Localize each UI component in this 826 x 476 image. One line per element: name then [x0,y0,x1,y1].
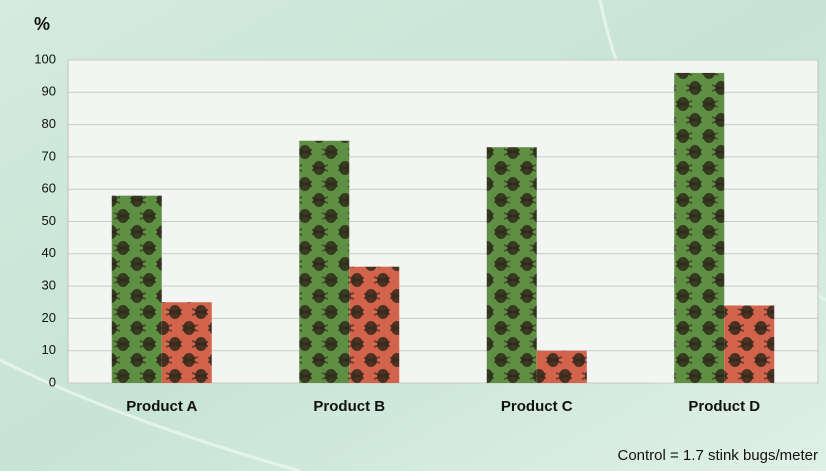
y-tick-label: 30 [42,278,56,293]
y-tick-label: 70 [42,148,56,163]
y-tick-label: 0 [49,374,56,389]
x-tick-label: Product A [126,398,197,415]
bar [299,141,349,383]
bar [162,302,212,383]
y-tick-label: 20 [42,310,56,325]
bar [674,73,724,383]
y-tick-label: 60 [42,181,56,196]
bar [537,351,587,383]
y-tick-label: 80 [42,116,56,131]
bar [724,305,774,383]
bar [112,196,162,383]
y-tick-label: 100 [34,51,56,66]
bar [487,147,537,383]
x-tick-label: Product B [313,398,385,415]
y-tick-label: 40 [42,245,56,260]
y-axis-label: % [34,14,50,34]
footnote: Control = 1.7 stink bugs/meter [617,447,818,464]
y-tick-label: 50 [42,213,56,228]
y-tick-label: 10 [42,342,56,357]
chart: % Control = 1.7 stink bugs/meter 0 10 20 30… [0,0,826,471]
y-tick-label: 90 [42,84,56,99]
x-tick-label: Product C [501,398,573,415]
bar [349,267,399,383]
x-tick-label: Product D [688,398,760,415]
